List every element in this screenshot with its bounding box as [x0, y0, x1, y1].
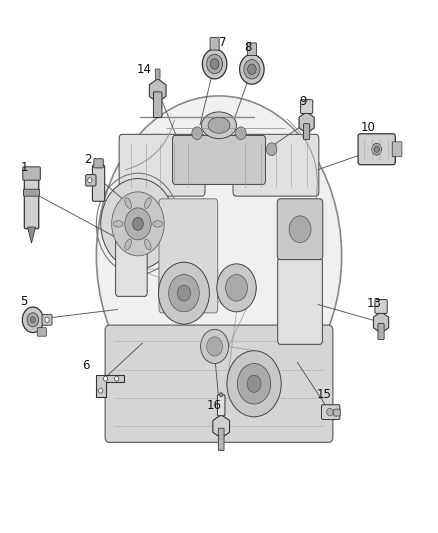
Ellipse shape: [201, 112, 237, 139]
FancyBboxPatch shape: [105, 325, 333, 442]
Text: 10: 10: [360, 122, 375, 134]
Circle shape: [133, 217, 143, 230]
Text: 9: 9: [299, 95, 307, 108]
Circle shape: [327, 408, 333, 416]
Circle shape: [99, 388, 103, 393]
FancyBboxPatch shape: [321, 405, 340, 419]
FancyBboxPatch shape: [42, 314, 52, 325]
FancyBboxPatch shape: [23, 189, 39, 196]
FancyBboxPatch shape: [173, 135, 265, 184]
Circle shape: [201, 329, 229, 364]
FancyBboxPatch shape: [392, 142, 402, 157]
Text: 6: 6: [81, 359, 89, 372]
Text: 1: 1: [20, 161, 28, 174]
Polygon shape: [213, 415, 230, 438]
Circle shape: [45, 317, 49, 322]
FancyBboxPatch shape: [210, 37, 219, 50]
FancyBboxPatch shape: [358, 134, 395, 165]
Ellipse shape: [125, 239, 131, 250]
Circle shape: [202, 49, 227, 79]
Circle shape: [227, 351, 281, 417]
Ellipse shape: [208, 117, 230, 133]
Circle shape: [247, 64, 256, 75]
FancyBboxPatch shape: [277, 199, 323, 260]
Text: 13: 13: [367, 297, 382, 310]
Circle shape: [289, 216, 311, 243]
Circle shape: [159, 262, 209, 324]
Text: 7: 7: [219, 36, 226, 49]
Circle shape: [217, 264, 256, 312]
Circle shape: [219, 393, 223, 397]
Circle shape: [244, 60, 260, 79]
Circle shape: [101, 179, 175, 269]
Circle shape: [374, 146, 379, 152]
Circle shape: [372, 143, 381, 155]
FancyBboxPatch shape: [86, 175, 96, 186]
Text: 15: 15: [317, 388, 332, 401]
FancyBboxPatch shape: [304, 124, 310, 140]
FancyBboxPatch shape: [94, 159, 103, 168]
Circle shape: [236, 127, 246, 140]
Circle shape: [207, 337, 223, 356]
FancyBboxPatch shape: [92, 165, 105, 201]
Polygon shape: [149, 79, 166, 102]
FancyBboxPatch shape: [116, 226, 147, 296]
FancyBboxPatch shape: [218, 428, 224, 450]
Circle shape: [30, 317, 35, 323]
Circle shape: [210, 59, 219, 69]
Circle shape: [192, 127, 202, 140]
FancyBboxPatch shape: [24, 174, 39, 229]
Circle shape: [237, 364, 271, 404]
Circle shape: [240, 54, 264, 84]
Circle shape: [266, 143, 277, 156]
Circle shape: [27, 313, 39, 327]
Circle shape: [207, 54, 223, 74]
Circle shape: [169, 274, 199, 312]
Circle shape: [125, 208, 151, 240]
Ellipse shape: [153, 221, 162, 227]
Circle shape: [115, 376, 119, 381]
Text: 16: 16: [207, 399, 222, 411]
FancyBboxPatch shape: [375, 300, 387, 313]
Polygon shape: [28, 227, 35, 243]
Circle shape: [103, 376, 108, 381]
Text: 5: 5: [21, 295, 28, 308]
Circle shape: [177, 285, 191, 301]
FancyBboxPatch shape: [334, 409, 340, 416]
Ellipse shape: [145, 198, 151, 208]
FancyBboxPatch shape: [233, 134, 319, 196]
Polygon shape: [374, 312, 389, 333]
Polygon shape: [96, 375, 124, 398]
Text: 14: 14: [137, 63, 152, 76]
FancyBboxPatch shape: [159, 199, 218, 313]
Circle shape: [22, 307, 43, 333]
Polygon shape: [299, 112, 314, 133]
Ellipse shape: [96, 96, 342, 416]
Circle shape: [112, 192, 164, 256]
FancyBboxPatch shape: [155, 69, 160, 79]
FancyBboxPatch shape: [23, 167, 40, 180]
FancyBboxPatch shape: [278, 258, 322, 344]
Text: 8: 8: [244, 42, 251, 54]
Circle shape: [247, 375, 261, 392]
FancyBboxPatch shape: [247, 43, 256, 55]
FancyBboxPatch shape: [217, 395, 225, 416]
Ellipse shape: [113, 221, 123, 227]
Ellipse shape: [145, 239, 151, 250]
FancyBboxPatch shape: [378, 324, 384, 340]
Text: 2: 2: [84, 154, 92, 166]
FancyBboxPatch shape: [119, 134, 205, 196]
FancyBboxPatch shape: [37, 328, 46, 336]
FancyBboxPatch shape: [300, 100, 313, 114]
Ellipse shape: [125, 198, 131, 208]
Circle shape: [226, 274, 247, 301]
FancyBboxPatch shape: [153, 92, 162, 117]
Circle shape: [88, 177, 92, 183]
